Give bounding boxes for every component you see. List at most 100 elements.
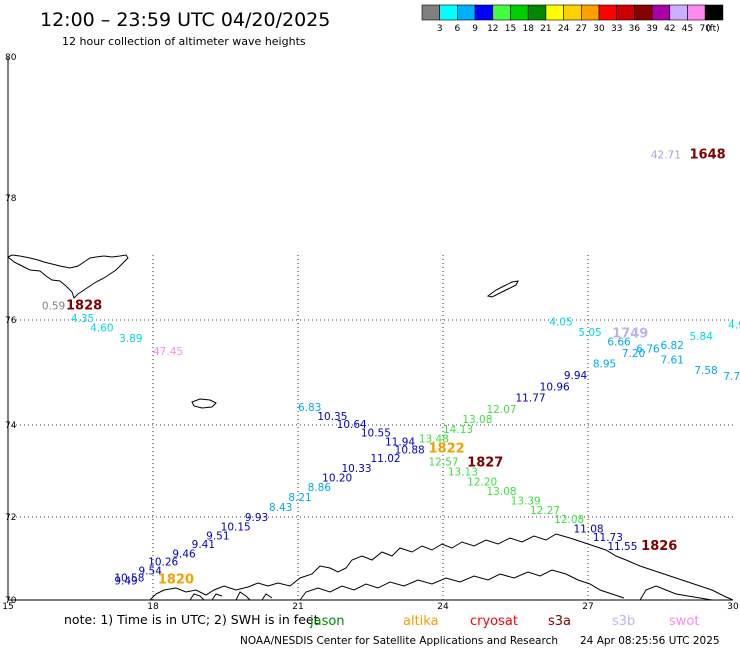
longitude-label: 27: [582, 602, 593, 612]
longitude-label: 21: [292, 602, 303, 612]
legend-label: 9: [472, 24, 478, 34]
wave-height-label: 11.73: [593, 532, 623, 544]
legend-swatch: [687, 4, 706, 21]
legend-swatch: [545, 4, 564, 21]
wave-height-label: 10.58: [114, 572, 144, 584]
kong-karls-land: [486, 280, 519, 298]
legend-swatch: [563, 4, 582, 21]
wave-height-label: 9.51: [206, 530, 229, 542]
wave-height-label: 11.94: [385, 437, 415, 449]
wave-height-label: 12.27: [530, 505, 560, 517]
legend-label: 12: [487, 24, 498, 34]
latitude-label: 78: [5, 194, 17, 204]
svalbard-coast: [7, 254, 129, 299]
wave-height-label: 7.20: [622, 348, 645, 360]
legend-label: 42: [664, 24, 675, 34]
pass-time-label: 1822: [429, 442, 465, 457]
wave-height-label: 10.20: [322, 473, 352, 485]
longitude-label: 24: [437, 602, 449, 612]
legend-swatch: [527, 4, 547, 21]
wave-height-label: 6.76: [636, 344, 660, 356]
legend-swatch: [598, 4, 618, 21]
legend-label: 30: [593, 24, 605, 34]
wave-height-label: 10.55: [361, 428, 391, 440]
wave-height-label: 0.59: [42, 301, 65, 313]
pass-time-label: 1648: [690, 148, 726, 163]
legend-swatch: [580, 4, 600, 21]
color-legend: 3 6 9 12 15 18 21 24 27 30 33 36 39 42 45 70(ft): [421, 4, 724, 34]
wave-height-label: 12.57: [429, 456, 459, 468]
legend-label: 33: [611, 24, 622, 34]
satellite-name-jason: jason: [309, 614, 345, 629]
wave-height-label: 12.08: [554, 514, 584, 526]
legend-label: 45: [682, 24, 693, 34]
legend-swatch: [421, 4, 441, 21]
wave-height-label: 7.70: [723, 371, 740, 383]
wave-height-label: 9.93: [245, 512, 268, 524]
wave-height-label: 5.84: [690, 331, 714, 343]
satellite-name-s3a: s3a: [548, 614, 571, 629]
wave-height-label: 47.45: [153, 346, 183, 358]
wave-height-label: 8.21: [288, 492, 311, 504]
wave-height-label: 11.02: [371, 453, 401, 465]
norway-coast-inner: [299, 569, 625, 601]
wave-height-label: 6.66: [607, 337, 631, 349]
longitude-label: 30: [727, 602, 739, 612]
legend-swatch: [492, 4, 511, 21]
legend-swatch: [616, 4, 635, 21]
legend-label: 27: [576, 24, 587, 34]
wave-height-label: 42.71: [651, 150, 681, 162]
bear-island: [191, 398, 217, 409]
legend-label: 18: [522, 24, 534, 34]
longitude-label: 15: [2, 602, 13, 612]
wave-height-label: 13.13: [448, 467, 478, 479]
legend-swatch: [457, 4, 476, 21]
pass-time-label: 1828: [66, 299, 102, 314]
map-subtitle: 12 hour collection of altimeter wave hei…: [62, 35, 306, 48]
wave-height-label: 10.33: [342, 463, 372, 475]
wave-height-label: 9.54: [139, 565, 163, 577]
wave-height-label: 10.88: [395, 445, 425, 457]
wave-height-label: 7.61: [661, 355, 684, 367]
wave-height-label: 4.05: [549, 316, 572, 328]
wave-height-label: 4.35: [71, 313, 94, 325]
wave-height-label: 9.94: [564, 370, 588, 382]
wave-height-label: 13.48: [419, 433, 449, 445]
wave-height-label: 4.97: [728, 319, 740, 331]
satellite-name-swot: swot: [669, 614, 699, 629]
credit-text: NOAA/NESDIS Center for Satellite Applica…: [240, 635, 558, 647]
footer: note: 1) Time is in UTC; 2) SWH is in fe…: [64, 612, 720, 647]
wave-height-label: 10.15: [221, 521, 251, 533]
latitude-label: 70: [5, 596, 17, 606]
latitude-label: 76: [5, 316, 17, 326]
pass-time-label: 1827: [467, 455, 503, 470]
legend-label: 39: [646, 24, 658, 34]
legend-unit: (ft): [706, 24, 720, 34]
latitude-labels: 80 78 76 74 72 70: [5, 53, 17, 606]
wave-height-label: 12.20: [467, 477, 497, 489]
legend-swatch: [669, 4, 688, 21]
wave-height-label: 7.58: [694, 365, 717, 377]
satellite-name-altika: altika: [403, 614, 439, 629]
latitude-label: 80: [5, 53, 17, 63]
generated-timestamp: 24 Apr 08:25:56 UTC 2025: [580, 635, 720, 647]
wave-height-label: 13.39: [511, 496, 541, 508]
wave-height-label: 10.35: [317, 411, 347, 423]
pass-time-label: 1749: [612, 326, 648, 341]
legend-swatch: [634, 4, 653, 21]
legend-swatch: [474, 4, 494, 21]
footer-note: note: 1) Time is in UTC; 2) SWH is in fe…: [64, 612, 319, 627]
coastlines: [7, 254, 734, 601]
coastal-islands: [189, 591, 273, 601]
map-title: 12:00 – 23:59 UTC 04/20/2025: [40, 9, 330, 31]
wave-height-label: 6.82: [661, 340, 684, 352]
legend-label: 6: [455, 24, 461, 34]
wave-height-label: 13.08: [487, 486, 517, 498]
wave-height-label: 9.49: [114, 576, 137, 588]
legend-label: 21: [540, 24, 551, 34]
wave-height-label: 3.89: [119, 333, 142, 345]
map-frame: [7, 57, 733, 601]
pass-time-label: 1826: [641, 539, 677, 554]
